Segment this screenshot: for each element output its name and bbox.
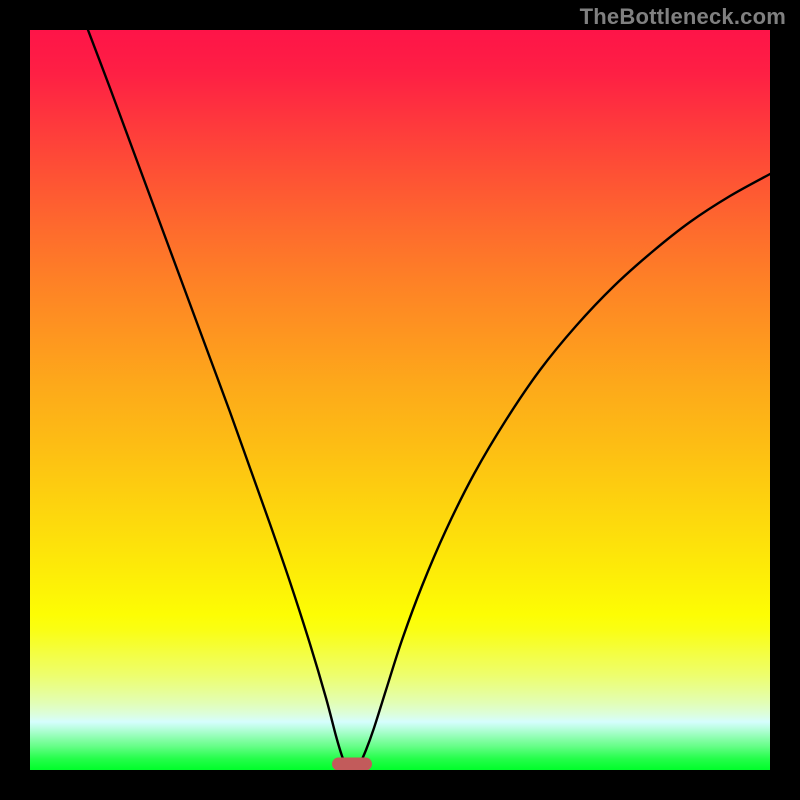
watermark-text: TheBottleneck.com [580,4,786,30]
chart-frame: TheBottleneck.com [0,0,800,800]
optimum-marker [332,758,372,771]
chart-svg [30,30,770,770]
chart-background-gradient [30,30,770,770]
bottleneck-chart-plot [30,30,770,770]
